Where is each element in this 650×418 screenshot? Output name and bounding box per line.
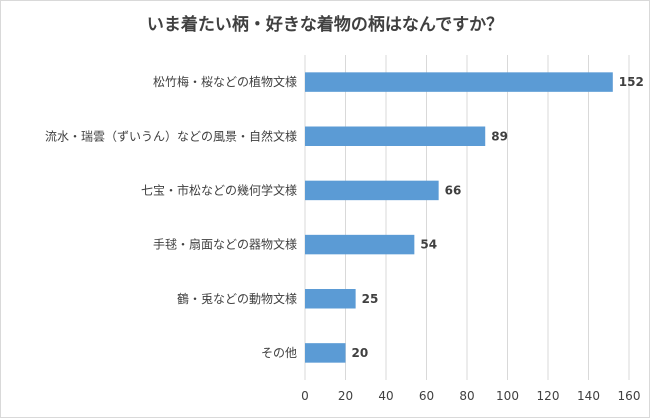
bar bbox=[305, 289, 356, 309]
category-label: 七宝・市松などの幾何学文様 bbox=[141, 182, 297, 197]
category-label: 松竹梅・桜などの植物文様 bbox=[153, 74, 297, 89]
x-tick-label: 80 bbox=[459, 389, 474, 403]
data-label: 152 bbox=[619, 75, 644, 89]
chart-title: いま着たい柄・好きな着物の柄はなんですか？ bbox=[146, 15, 504, 35]
category-label: その他 bbox=[261, 346, 297, 360]
data-label: 20 bbox=[352, 346, 369, 360]
x-tick-label: 160 bbox=[618, 389, 641, 403]
x-tick-label: 60 bbox=[419, 389, 434, 403]
x-tick-label: 100 bbox=[496, 389, 519, 403]
bars bbox=[305, 72, 613, 363]
category-label: 鶴・兎などの動物文様 bbox=[177, 291, 297, 306]
x-tick-label: 20 bbox=[338, 389, 353, 403]
x-tick-label: 0 bbox=[301, 389, 309, 403]
bar bbox=[305, 126, 486, 146]
labels: 0 20 40 60 80 100 120 140 160 152 松竹梅・桜などの植物文様 89 流水… bbox=[45, 74, 644, 403]
bar bbox=[305, 180, 439, 201]
x-tick-label: 40 bbox=[378, 389, 393, 403]
bar bbox=[305, 72, 613, 92]
data-label: 66 bbox=[445, 183, 462, 197]
data-label: 25 bbox=[362, 292, 379, 306]
bar bbox=[305, 343, 346, 363]
category-label: 手毬・扇面などの器物文様 bbox=[153, 237, 297, 252]
data-label: 89 bbox=[491, 129, 508, 143]
data-label: 54 bbox=[420, 238, 437, 252]
gridlines bbox=[304, 55, 630, 380]
bar bbox=[305, 234, 415, 255]
category-label: 流水・瑞雲（ずいうん）などの風景・自然文様 bbox=[45, 128, 297, 143]
x-tick-label: 120 bbox=[537, 389, 560, 403]
x-tick-label: 140 bbox=[577, 389, 600, 403]
